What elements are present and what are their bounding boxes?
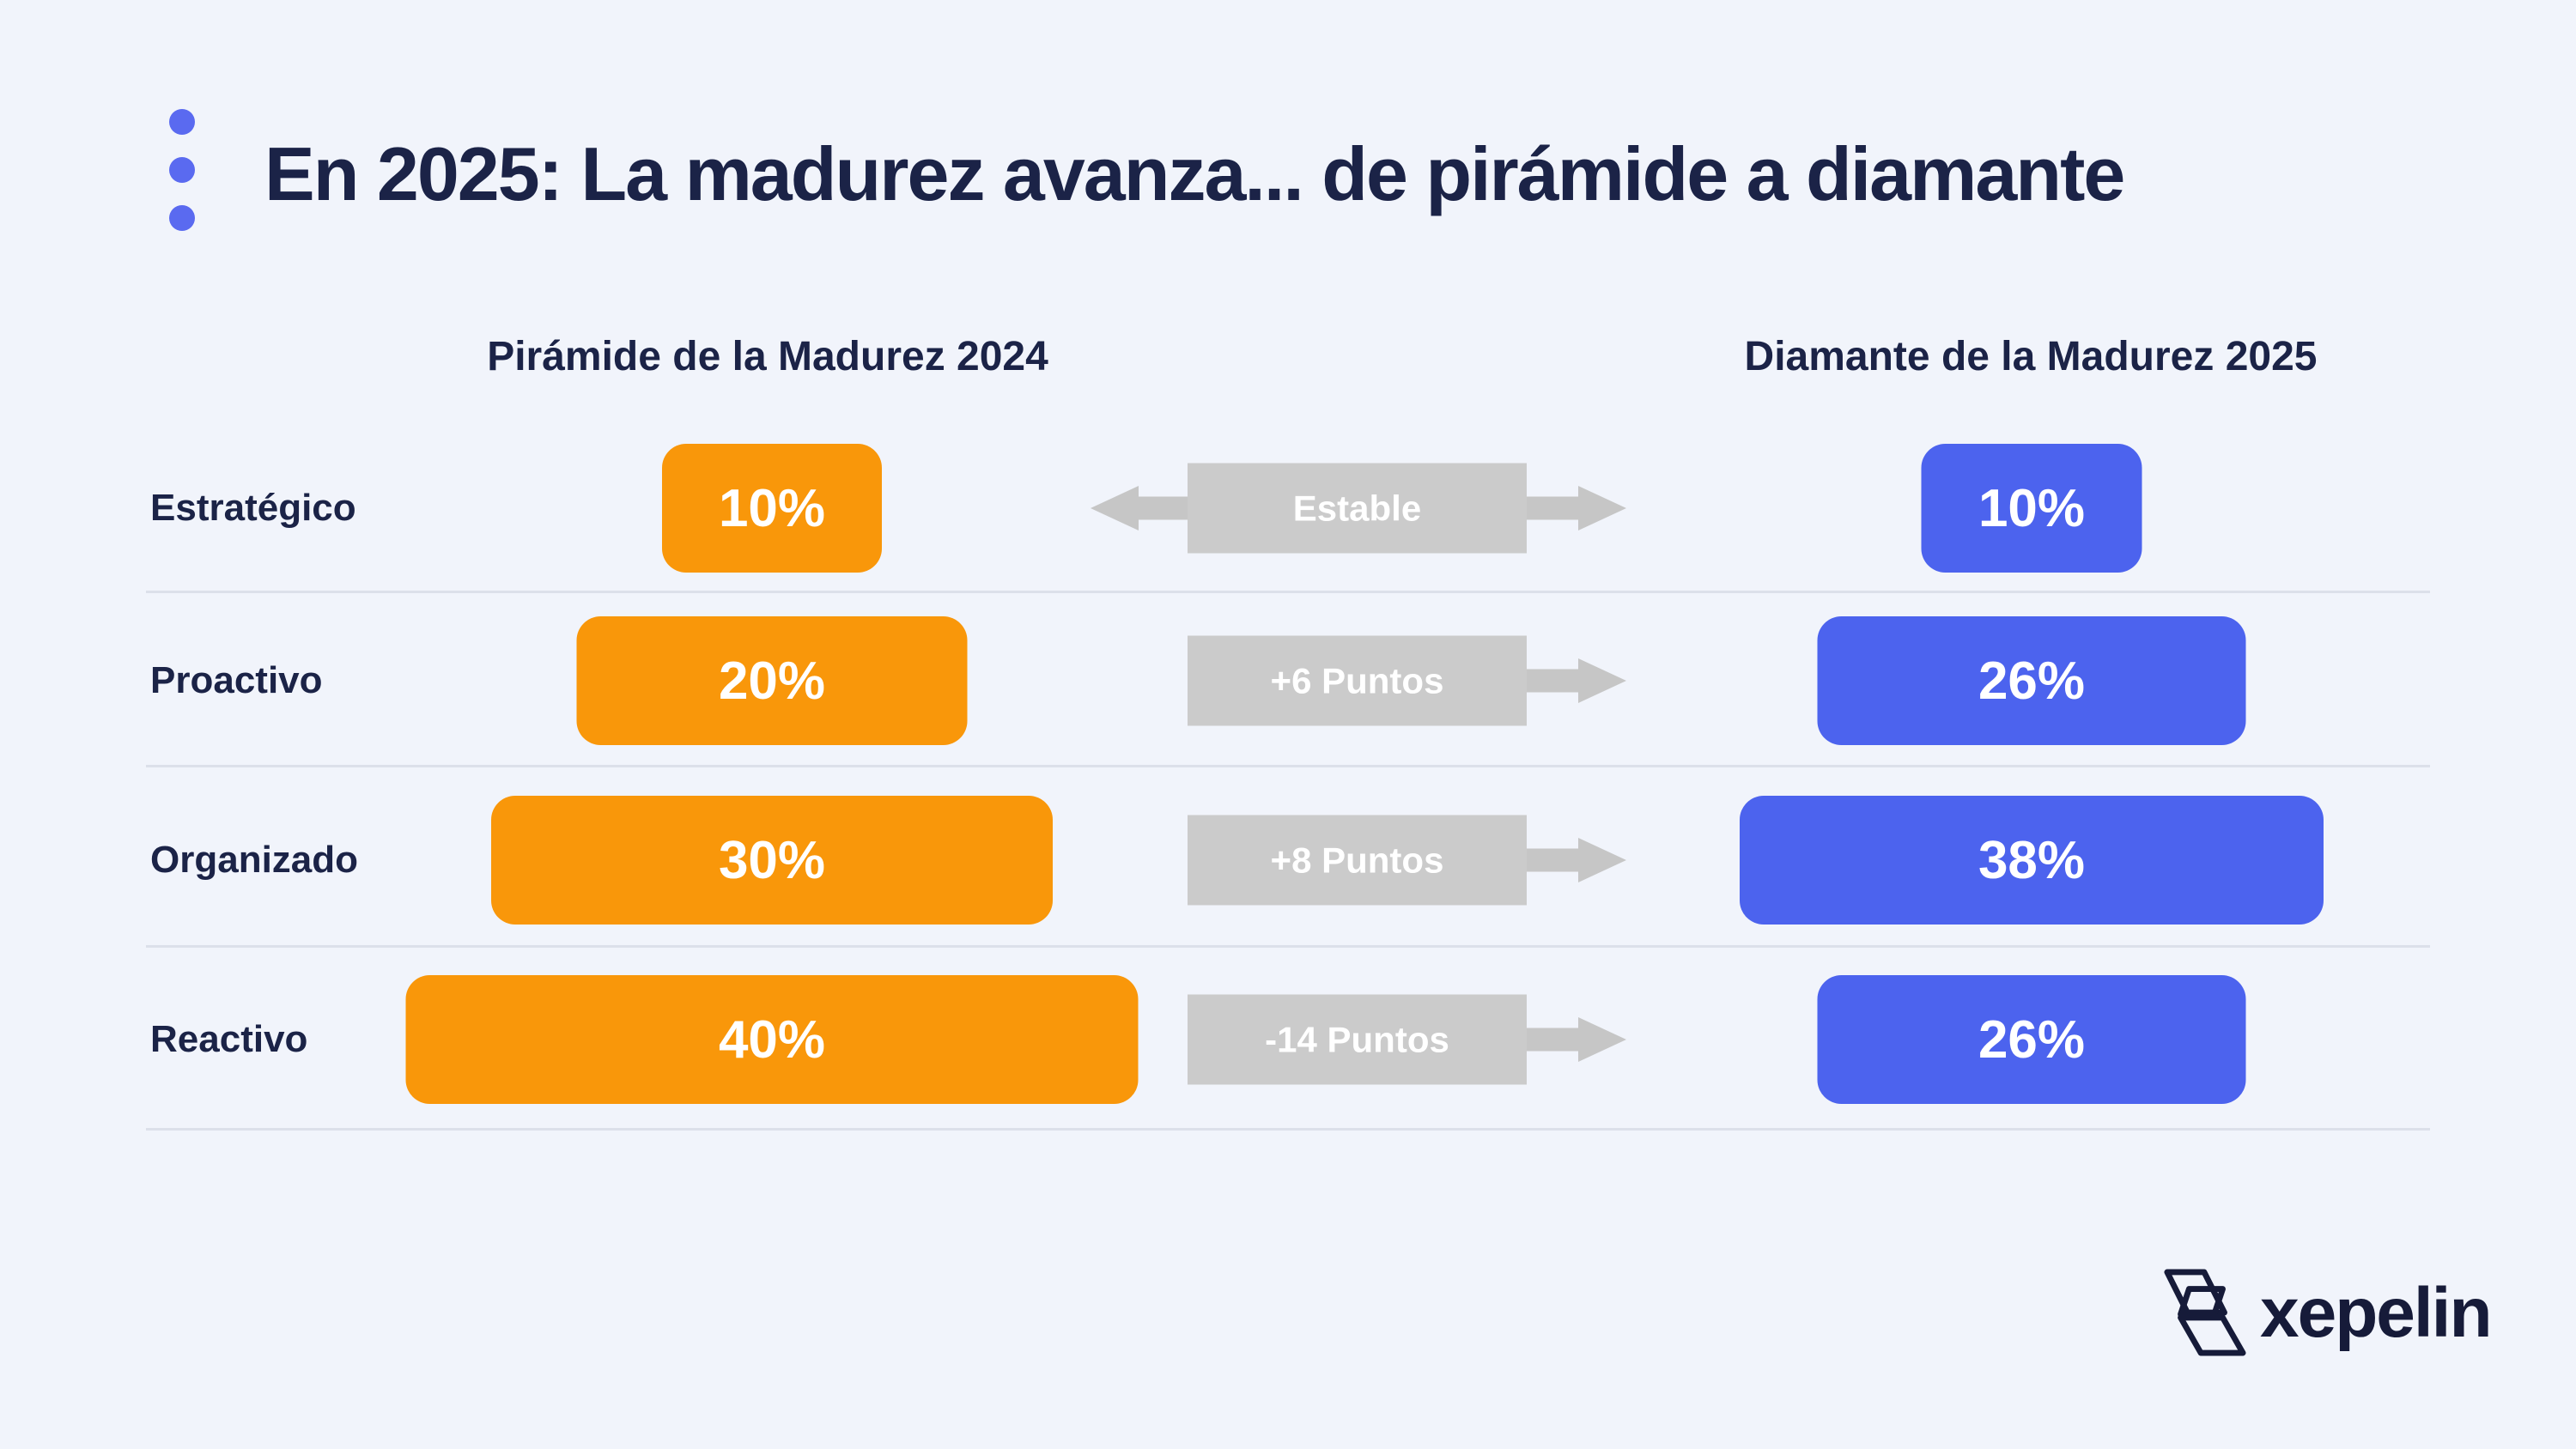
column-header-2024: Pirámide de la Madurez 2024 [487, 334, 1048, 379]
bar-2025: 26% [1817, 616, 2246, 745]
row-label: Organizado [150, 839, 359, 881]
row-divider [146, 591, 2430, 593]
bar-value: 30% [718, 830, 826, 890]
row-proactivo: Proactivo 20% +6 Puntos 26% [0, 616, 2576, 745]
change-box: +6 Puntos [1188, 635, 1527, 726]
row-reactivo: Reactivo 40% -14 Puntos 26% [0, 975, 2576, 1104]
bar-value: 10% [718, 478, 826, 538]
xepelin-logo: xepelin [2162, 1269, 2493, 1358]
change-box: -14 Puntos [1188, 994, 1527, 1085]
row-divider [146, 945, 2430, 948]
accent-dot-icon [169, 205, 195, 231]
accent-dot-icon [169, 109, 195, 135]
row-label: Proactivo [150, 659, 323, 701]
bar-value: 26% [1978, 1009, 2086, 1070]
change-box: Estable [1188, 463, 1527, 554]
row-divider [146, 765, 2430, 767]
bar-2024: 40% [405, 975, 1139, 1104]
row-estrategico: Estratégico 10% Estable 10% [0, 444, 2576, 573]
arrow-right-icon [1578, 1017, 1626, 1062]
row-label: Estratégico [150, 487, 356, 529]
row-divider [146, 1128, 2430, 1131]
bar-2025: 26% [1817, 975, 2246, 1104]
bar-value: 10% [1978, 478, 2086, 538]
accent-dot-icon [169, 157, 195, 183]
row-label: Reactivo [150, 1018, 308, 1060]
change-label: +8 Puntos [1270, 840, 1444, 880]
bar-2024: 10% [662, 444, 882, 573]
change-label: Estable [1292, 488, 1422, 528]
bar-2025: 10% [1921, 444, 2142, 573]
change-box: +8 Puntos [1188, 815, 1527, 906]
bar-2024: 30% [491, 796, 1053, 925]
logo-wordmark: xepelin [2260, 1274, 2493, 1352]
bar-value: 26% [1978, 651, 2086, 711]
bar-2025: 38% [1740, 796, 2324, 925]
arrow-left-tail [1137, 496, 1188, 520]
bar-value: 38% [1978, 830, 2086, 890]
arrow-right-tail [1527, 496, 1580, 520]
change-label: +6 Puntos [1270, 660, 1444, 700]
page-title: En 2025: La madurez avanza... de pirámid… [264, 131, 2125, 216]
row-organizado: Organizado 30% +8 Puntos 38% [0, 796, 2576, 925]
change-label: -14 Puntos [1265, 1019, 1449, 1059]
bar-value: 40% [718, 1009, 826, 1070]
arrow-right-icon [1578, 658, 1626, 703]
xepelin-logo-icon [2164, 1269, 2246, 1356]
arrow-right-tail [1527, 1028, 1580, 1052]
arrow-right-tail [1527, 848, 1580, 872]
arrow-right-icon [1578, 838, 1626, 882]
arrow-left-icon [1091, 486, 1139, 530]
arrow-right-tail [1527, 669, 1580, 693]
column-header-2025: Diamante de la Madurez 2025 [1744, 334, 2318, 379]
bar-value: 20% [718, 651, 826, 711]
arrow-right-icon [1578, 486, 1626, 530]
bar-2024: 20% [576, 616, 968, 745]
